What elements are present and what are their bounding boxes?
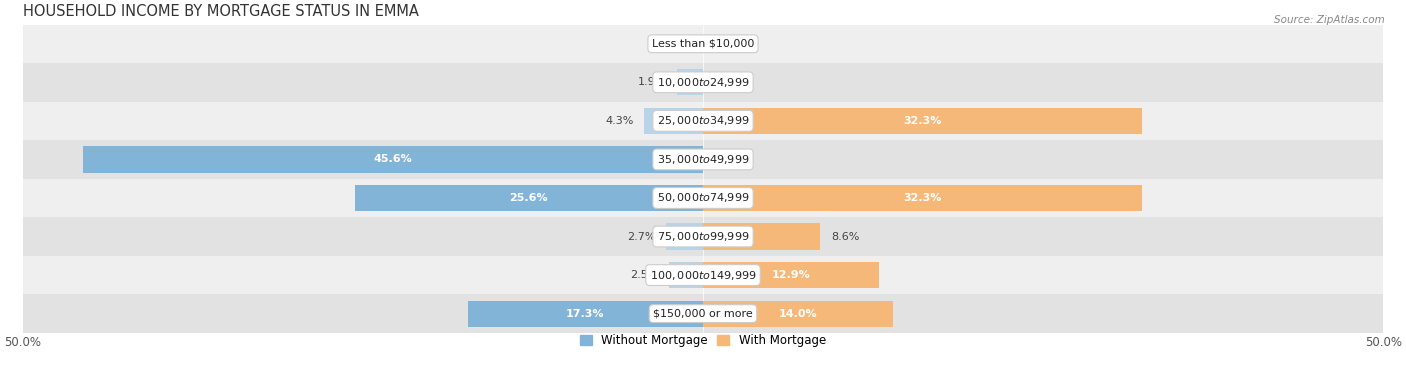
Bar bbox=[644, 108, 703, 134]
Text: 14.0%: 14.0% bbox=[779, 309, 817, 319]
Bar bbox=[354, 185, 703, 211]
Bar bbox=[666, 224, 703, 250]
Text: $50,000 to $74,999: $50,000 to $74,999 bbox=[657, 192, 749, 204]
Text: 12.9%: 12.9% bbox=[772, 270, 810, 280]
Bar bbox=[83, 146, 703, 173]
Text: 2.7%: 2.7% bbox=[627, 231, 655, 242]
Text: 1.9%: 1.9% bbox=[638, 77, 666, 87]
Text: 8.6%: 8.6% bbox=[831, 231, 859, 242]
Text: $150,000 or more: $150,000 or more bbox=[654, 309, 752, 319]
Text: 2.5%: 2.5% bbox=[630, 270, 658, 280]
Bar bbox=[22, 101, 1384, 140]
Text: HOUSEHOLD INCOME BY MORTGAGE STATUS IN EMMA: HOUSEHOLD INCOME BY MORTGAGE STATUS IN E… bbox=[22, 4, 419, 19]
Bar bbox=[703, 300, 893, 327]
Text: 0.0%: 0.0% bbox=[664, 39, 692, 49]
Text: $10,000 to $24,999: $10,000 to $24,999 bbox=[657, 76, 749, 89]
Bar bbox=[22, 25, 1384, 63]
Text: $25,000 to $34,999: $25,000 to $34,999 bbox=[657, 114, 749, 127]
Bar bbox=[703, 108, 1143, 134]
Bar bbox=[703, 262, 879, 288]
Bar bbox=[22, 179, 1384, 217]
Bar bbox=[678, 69, 703, 95]
Bar bbox=[703, 224, 820, 250]
Bar bbox=[703, 185, 1143, 211]
Text: 25.6%: 25.6% bbox=[509, 193, 548, 203]
Text: $35,000 to $49,999: $35,000 to $49,999 bbox=[657, 153, 749, 166]
Text: Source: ZipAtlas.com: Source: ZipAtlas.com bbox=[1274, 15, 1385, 25]
Bar bbox=[22, 140, 1384, 179]
Bar bbox=[22, 256, 1384, 294]
Text: 32.3%: 32.3% bbox=[904, 193, 942, 203]
Text: 32.3%: 32.3% bbox=[904, 116, 942, 126]
Text: $75,000 to $99,999: $75,000 to $99,999 bbox=[657, 230, 749, 243]
Bar bbox=[22, 217, 1384, 256]
Text: 45.6%: 45.6% bbox=[374, 155, 412, 164]
Text: 4.3%: 4.3% bbox=[605, 116, 634, 126]
Text: $100,000 to $149,999: $100,000 to $149,999 bbox=[650, 268, 756, 282]
Bar bbox=[22, 294, 1384, 333]
Bar bbox=[22, 63, 1384, 101]
Text: 0.0%: 0.0% bbox=[714, 155, 742, 164]
Text: Less than $10,000: Less than $10,000 bbox=[652, 39, 754, 49]
Bar bbox=[468, 300, 703, 327]
Text: 0.0%: 0.0% bbox=[714, 77, 742, 87]
Text: 0.0%: 0.0% bbox=[714, 39, 742, 49]
Bar bbox=[669, 262, 703, 288]
Legend: Without Mortgage, With Mortgage: Without Mortgage, With Mortgage bbox=[575, 329, 831, 352]
Text: 17.3%: 17.3% bbox=[567, 309, 605, 319]
